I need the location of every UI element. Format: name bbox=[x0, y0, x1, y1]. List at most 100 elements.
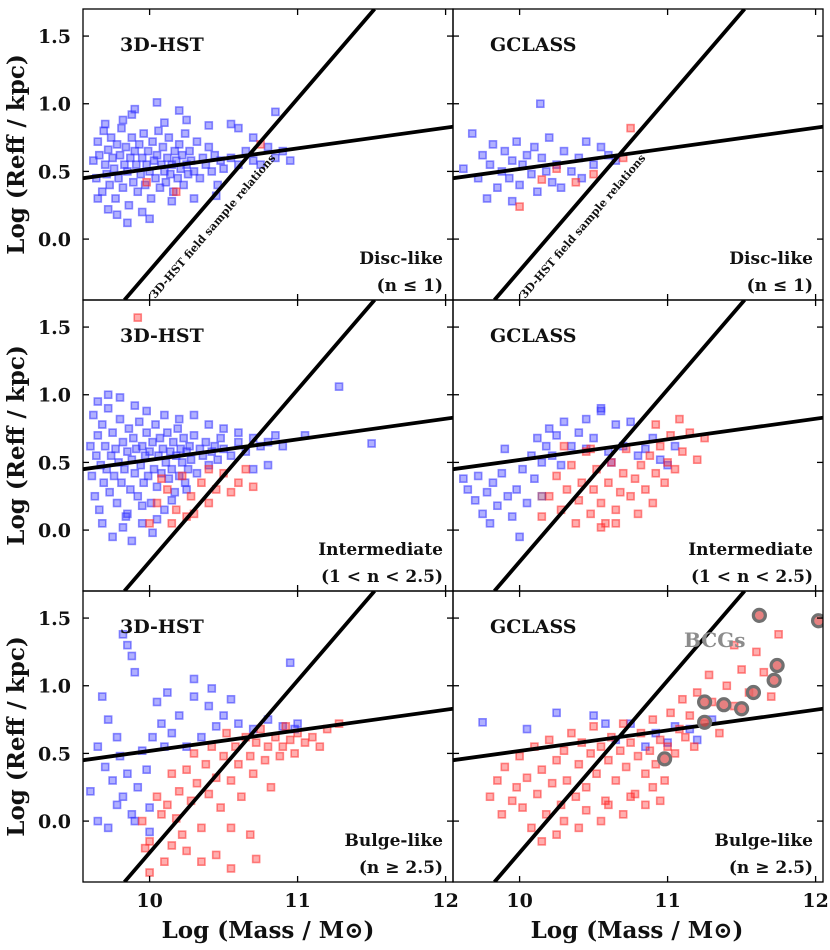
red-point bbox=[544, 735, 554, 745]
plot-area bbox=[83, 300, 453, 591]
panel-2-1: 10 11 12 GCLASS Bulge-like (n ≥ 2.5) BCGs bbox=[452, 590, 829, 912]
blue-point bbox=[118, 630, 128, 639]
class-label: Bulge-like bbox=[345, 831, 444, 851]
red-point bbox=[641, 485, 650, 494]
blue-point bbox=[142, 428, 151, 437]
x-tick-label: 10 bbox=[506, 890, 532, 912]
red-point bbox=[626, 792, 635, 802]
red-point bbox=[589, 485, 598, 494]
red-point bbox=[552, 755, 561, 765]
red-point bbox=[641, 800, 650, 810]
red-point bbox=[197, 857, 206, 866]
blue-point bbox=[146, 194, 156, 203]
blue-point bbox=[123, 640, 132, 650]
class-label: Disc-like bbox=[729, 249, 813, 269]
class-label: Disc-like bbox=[359, 249, 443, 269]
red-point bbox=[648, 782, 658, 792]
blue-point bbox=[143, 471, 153, 481]
blue-point bbox=[182, 115, 191, 125]
blue-point bbox=[103, 715, 113, 724]
red-point bbox=[197, 478, 206, 488]
red-point bbox=[678, 694, 687, 704]
class-condition-label: (n ≥ 2.5) bbox=[359, 858, 443, 878]
blue-point bbox=[271, 107, 280, 117]
blue-point bbox=[248, 133, 258, 142]
blue-point bbox=[157, 468, 166, 478]
blue-point bbox=[158, 142, 168, 152]
blue-point bbox=[145, 214, 154, 224]
blue-point bbox=[166, 169, 175, 179]
blue-point bbox=[544, 133, 554, 142]
blue-point bbox=[192, 468, 202, 478]
red-point bbox=[562, 776, 572, 785]
blue-point bbox=[118, 115, 128, 125]
blue-point bbox=[139, 478, 148, 488]
blue-point bbox=[158, 444, 168, 454]
blue-point bbox=[112, 498, 122, 508]
red-point bbox=[655, 441, 665, 451]
red-point bbox=[522, 773, 532, 783]
blue-point bbox=[174, 414, 184, 424]
blue-point bbox=[106, 133, 116, 142]
red-point bbox=[655, 735, 665, 745]
red-point bbox=[681, 732, 690, 742]
y-tick-label: 0.5 bbox=[38, 161, 71, 183]
blue-point bbox=[552, 708, 561, 718]
class-condition-label: (n ≥ 2.5) bbox=[729, 858, 813, 878]
red-point bbox=[571, 177, 581, 187]
y-tick-label: 0.0 bbox=[38, 520, 71, 542]
red-point bbox=[497, 810, 507, 819]
blue-point bbox=[149, 464, 159, 474]
y-tick-label: 1.0 bbox=[38, 385, 71, 407]
y-tick-label: 0.5 bbox=[38, 452, 71, 474]
blue-point bbox=[626, 417, 635, 427]
blue-point bbox=[367, 439, 376, 448]
red-point bbox=[145, 868, 154, 877]
blue-point bbox=[507, 196, 517, 206]
plot-area bbox=[83, 591, 453, 882]
red-point bbox=[248, 769, 258, 779]
blue-point bbox=[152, 697, 162, 707]
blue-point bbox=[112, 800, 122, 810]
red-point bbox=[177, 830, 187, 839]
relation-line-early-type bbox=[122, 9, 377, 300]
y-tick-label: 1.5 bbox=[38, 26, 71, 48]
blue-point bbox=[112, 210, 122, 220]
blue-point bbox=[174, 106, 184, 115]
blue-point bbox=[541, 441, 551, 451]
red-point bbox=[675, 414, 684, 424]
blue-point bbox=[633, 451, 643, 460]
blue-point bbox=[103, 205, 113, 214]
blue-point bbox=[504, 173, 514, 183]
blue-point bbox=[692, 735, 702, 745]
blue-point bbox=[459, 164, 468, 174]
x-tick-label: 11 bbox=[654, 890, 680, 912]
blue-point bbox=[180, 129, 190, 138]
blue-point bbox=[133, 782, 143, 792]
blue-point bbox=[195, 173, 205, 183]
blue-point bbox=[86, 787, 95, 796]
red-point bbox=[515, 202, 524, 211]
bcg-annotation: BCGs bbox=[684, 628, 746, 652]
blue-point bbox=[589, 160, 598, 169]
red-point bbox=[589, 722, 598, 731]
red-point bbox=[607, 458, 616, 467]
blue-point bbox=[512, 137, 521, 146]
blue-point bbox=[115, 414, 125, 424]
red-point bbox=[537, 837, 547, 846]
red-point bbox=[145, 837, 154, 846]
plot-area bbox=[83, 9, 453, 300]
blue-point bbox=[173, 173, 183, 183]
blue-point bbox=[134, 417, 144, 427]
blue-point bbox=[611, 420, 621, 429]
red-point bbox=[163, 800, 172, 810]
blue-point bbox=[493, 501, 502, 511]
blue-point bbox=[189, 410, 199, 420]
blue-point bbox=[155, 433, 165, 443]
blue-point bbox=[197, 732, 206, 742]
red-point bbox=[666, 708, 675, 718]
red-point bbox=[182, 765, 191, 774]
red-point bbox=[648, 715, 658, 724]
